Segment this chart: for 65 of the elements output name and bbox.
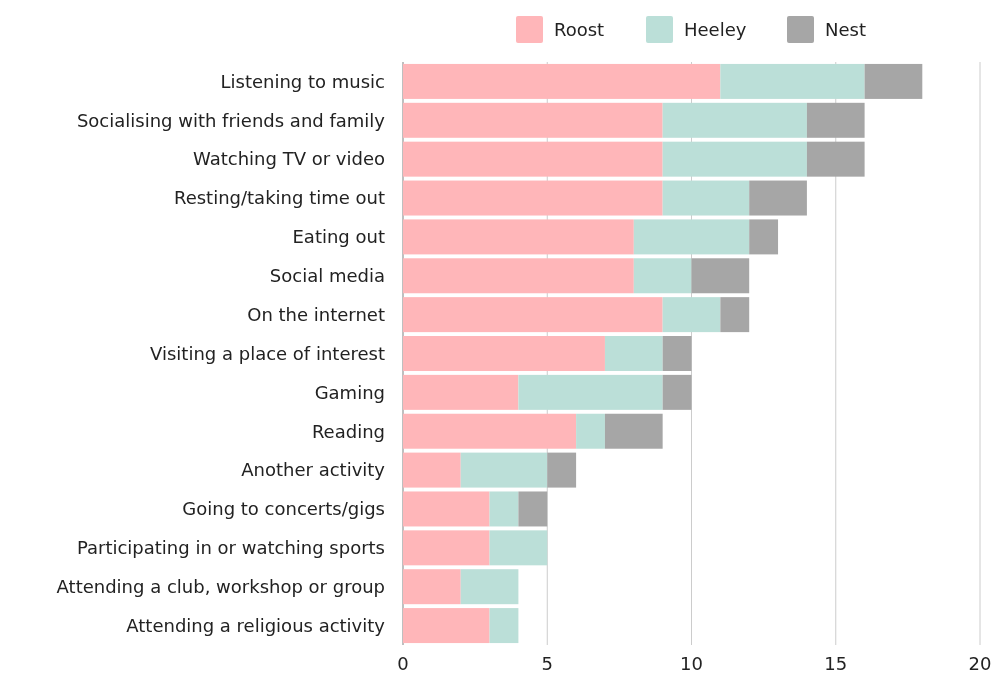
legend-label: Roost (554, 18, 605, 40)
bar (403, 374, 519, 410)
x-tick-label: 10 (680, 653, 703, 674)
bar (403, 141, 663, 177)
legend-label: Nest (825, 18, 866, 40)
y-tick-label: Visiting a place of interest (150, 342, 385, 364)
y-tick-label: Going to concerts/gigs (182, 498, 385, 520)
y-tick-label: Gaming (314, 381, 385, 403)
bar (662, 180, 750, 216)
x-tick-label: 15 (824, 653, 848, 674)
bar (403, 258, 634, 294)
bar (403, 452, 461, 488)
y-tick-label: Watching TV or video (193, 148, 385, 170)
bar (806, 102, 865, 138)
bar (806, 141, 865, 177)
y-tick-label: On the internet (247, 303, 385, 325)
y-tick-label: Social media (269, 265, 385, 287)
bar (604, 413, 663, 449)
bar (403, 180, 663, 216)
bar (662, 297, 721, 333)
bar (547, 452, 577, 488)
bar (518, 374, 663, 410)
bar (403, 336, 605, 371)
bar (662, 336, 692, 371)
bar (749, 180, 807, 216)
bar (662, 374, 692, 410)
legend-label: Heeley (684, 18, 747, 40)
bar (864, 63, 923, 99)
bar (489, 491, 519, 527)
bar (604, 336, 663, 371)
y-tick-label: Reading (311, 420, 385, 442)
y-tick-label: Resting/taking time out (173, 187, 385, 209)
y-tick-label: Listening to music (220, 70, 385, 92)
y-tick-label: Socialising with friends and family (76, 109, 386, 131)
bar (460, 452, 548, 488)
bar (403, 102, 663, 138)
y-tick-label: Participating in or watching sports (76, 537, 385, 559)
y-tick-label: Eating out (292, 226, 385, 248)
bar (662, 141, 807, 177)
bar (576, 413, 605, 449)
bar (403, 413, 577, 449)
bar (403, 219, 634, 255)
bar (720, 63, 865, 99)
x-tick-label: 20 (968, 653, 992, 674)
bar (403, 63, 721, 99)
bar (403, 608, 490, 644)
bar (633, 219, 750, 255)
y-tick-label: Attending a club, workshop or group (56, 576, 385, 597)
bar (749, 219, 779, 255)
bar (403, 491, 490, 527)
bar (633, 258, 692, 294)
bar (403, 569, 461, 605)
y-tick-label: Another activity (241, 459, 386, 481)
bar (662, 102, 807, 138)
bar (518, 491, 548, 527)
bar (403, 297, 663, 333)
bar (460, 569, 519, 605)
x-tick-label: 5 (541, 653, 553, 674)
y-tick-label: Attending a religious activity (126, 614, 386, 636)
bar (489, 608, 519, 644)
bar (403, 530, 490, 566)
bar (691, 258, 750, 294)
bar (489, 530, 548, 566)
bar (720, 297, 750, 333)
x-tick-label: 0 (397, 653, 409, 674)
